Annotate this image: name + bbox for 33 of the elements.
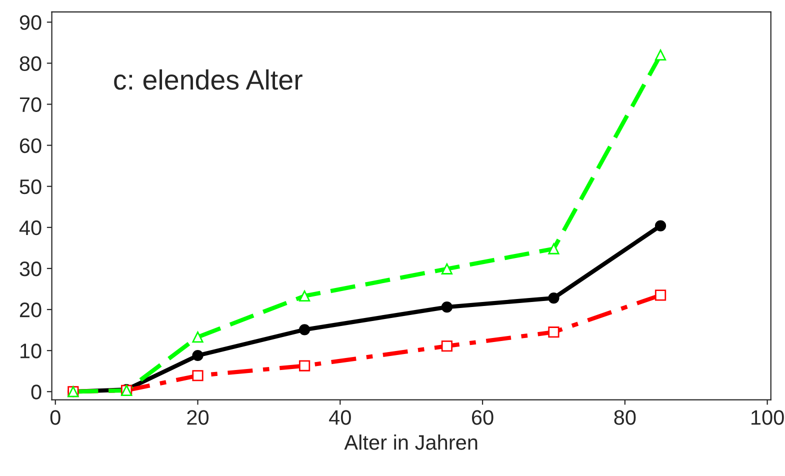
y-tick-label: 40 xyxy=(19,220,42,236)
y-tick-label: 50 xyxy=(20,179,42,194)
x-tick-label: 20 xyxy=(187,410,209,425)
x-tick-label: 100 xyxy=(752,410,784,425)
point xyxy=(441,302,452,313)
x-tick-label: 80 xyxy=(614,410,636,425)
point xyxy=(548,243,560,254)
y-tick-label: 30 xyxy=(20,261,42,276)
y-tick-label: 60 xyxy=(20,138,42,154)
point xyxy=(192,370,204,382)
y-tick-label: 90 xyxy=(20,15,42,30)
point xyxy=(298,324,310,336)
x-tick-label: 40 xyxy=(329,410,351,425)
annotation: c: elendes Alter xyxy=(114,69,302,90)
point xyxy=(654,290,666,301)
y-tick-label: 80 xyxy=(20,56,42,71)
point xyxy=(192,350,204,362)
y-tick-label: 0 xyxy=(31,384,42,400)
x-tick-label: 0 xyxy=(50,410,60,425)
point xyxy=(654,220,666,232)
x-axis-title: Alter in Jahren xyxy=(344,434,478,450)
point xyxy=(441,340,452,352)
point xyxy=(298,360,310,372)
point xyxy=(548,326,560,338)
y-tick-label: 20 xyxy=(20,302,42,318)
x-tick-label: 60 xyxy=(472,410,494,425)
y-tick-label: 10 xyxy=(20,344,42,358)
y-tick-label: 70 xyxy=(20,97,42,112)
point xyxy=(298,290,310,302)
point xyxy=(654,49,666,61)
point xyxy=(192,331,204,343)
point xyxy=(548,292,560,304)
point xyxy=(441,263,452,274)
